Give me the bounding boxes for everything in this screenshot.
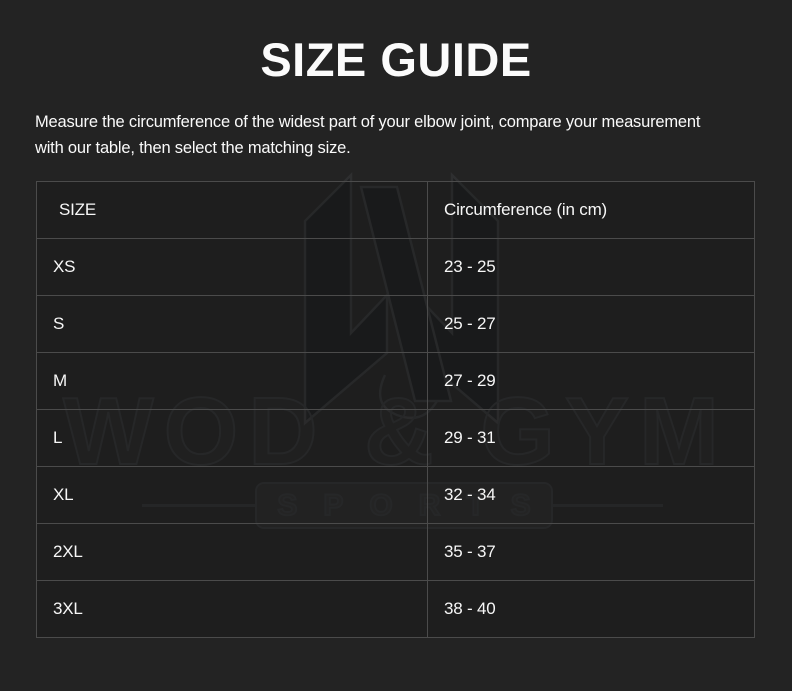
table-row: 3XL 38 - 40 <box>36 580 755 638</box>
circumference-cell: 38 - 40 <box>427 580 755 638</box>
page-title: SIZE GUIDE <box>260 33 532 86</box>
circumference-cell: 35 - 37 <box>427 523 755 581</box>
size-guide-table: SIZE Circumference (in cm) XS 23 - 25 S … <box>36 181 755 638</box>
table-row: L 29 - 31 <box>36 409 755 467</box>
size-cell: 3XL <box>36 580 428 638</box>
size-cell: 2XL <box>36 523 428 581</box>
table-row: S 25 - 27 <box>36 295 755 353</box>
column-header-size: SIZE <box>36 181 428 239</box>
circumference-cell: 23 - 25 <box>427 238 755 296</box>
table-row: 2XL 35 - 37 <box>36 523 755 581</box>
circumference-cell: 32 - 34 <box>427 466 755 524</box>
size-table-header: SIZE Circumference (in cm) <box>36 181 755 239</box>
circumference-cell: 29 - 31 <box>427 409 755 467</box>
size-cell: S <box>36 295 428 353</box>
page-description: Measure the circumference of the widest … <box>35 113 701 157</box>
size-cell: M <box>36 352 428 410</box>
table-row: M 27 - 29 <box>36 352 755 410</box>
table-row: XS 23 - 25 <box>36 238 755 296</box>
circumference-cell: 27 - 29 <box>427 352 755 410</box>
size-cell: XL <box>36 466 428 524</box>
size-cell: L <box>36 409 428 467</box>
table-row: XL 32 - 34 <box>36 466 755 524</box>
size-table-body: XS 23 - 25 S 25 - 27 M 27 - 29 L 29 - 31… <box>36 238 755 638</box>
header-row: SIZE Circumference (in cm) <box>36 181 755 239</box>
size-cell: XS <box>36 238 428 296</box>
circumference-cell: 25 - 27 <box>427 295 755 353</box>
column-header-circumference: Circumference (in cm) <box>427 181 755 239</box>
